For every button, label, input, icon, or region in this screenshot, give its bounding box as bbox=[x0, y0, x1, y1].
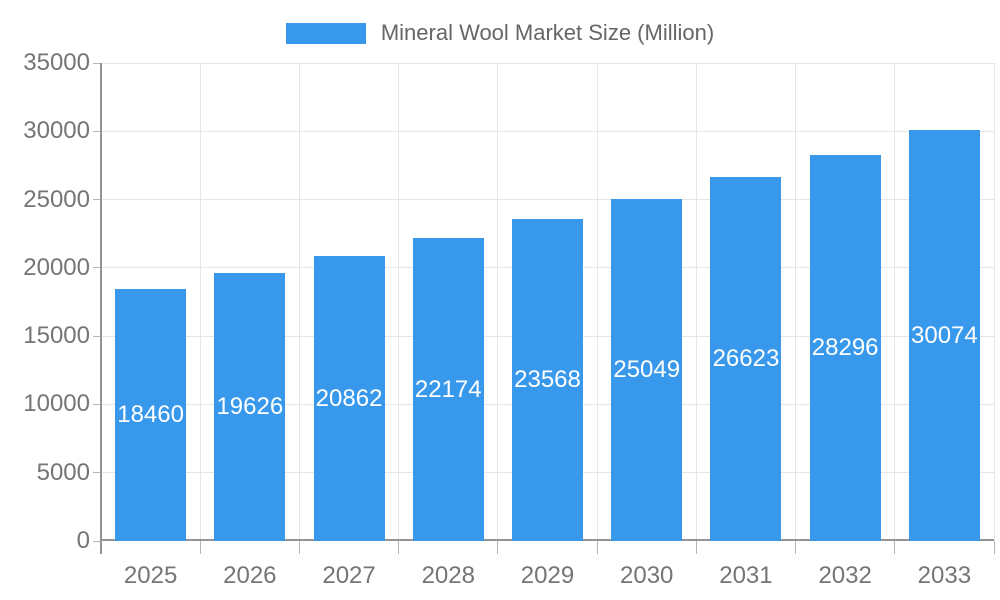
x-axis-tick bbox=[497, 541, 499, 554]
x-tick-label: 2030 bbox=[620, 562, 674, 589]
x-gridline bbox=[398, 63, 400, 541]
y-axis-line bbox=[100, 63, 102, 554]
bar: 25049 bbox=[611, 199, 683, 541]
x-gridline bbox=[298, 63, 300, 541]
y-axis-tick bbox=[93, 335, 101, 337]
y-axis-tick bbox=[93, 130, 101, 132]
x-gridline bbox=[993, 63, 995, 541]
bar: 22174 bbox=[412, 238, 484, 541]
y-tick-label: 5000 bbox=[36, 458, 90, 486]
x-gridline bbox=[894, 63, 896, 541]
x-axis-tick bbox=[398, 541, 400, 554]
x-tick-label: 2027 bbox=[322, 562, 376, 589]
y-axis-tick bbox=[93, 472, 101, 474]
y-tick-label: 30000 bbox=[23, 117, 90, 145]
y-gridline bbox=[101, 199, 994, 201]
x-tick-label: 2033 bbox=[917, 562, 972, 589]
x-tick-label: 2032 bbox=[818, 562, 872, 589]
legend-label: Mineral Wool Market Size (Million) bbox=[380, 20, 715, 45]
bar-value-label: 19626 bbox=[216, 393, 284, 420]
y-tick-label: 20000 bbox=[23, 253, 90, 281]
y-tick-label: 35000 bbox=[23, 49, 90, 76]
bar-value-label: 26623 bbox=[712, 345, 780, 372]
bar-value-label: 23568 bbox=[514, 366, 581, 393]
x-tick-label: 2029 bbox=[520, 562, 575, 589]
x-gridline bbox=[695, 63, 697, 541]
x-gridline bbox=[497, 63, 499, 541]
x-tick-label: 2028 bbox=[421, 562, 475, 589]
legend-swatch bbox=[285, 22, 366, 44]
bar-value-label: 20862 bbox=[315, 384, 383, 412]
x-gridline bbox=[596, 63, 598, 541]
y-axis-tick bbox=[93, 403, 101, 405]
x-axis-tick bbox=[894, 541, 896, 554]
bar-value-label: 25049 bbox=[613, 356, 681, 383]
x-gridline bbox=[795, 63, 797, 541]
x-gridline bbox=[199, 63, 201, 541]
x-axis-tick bbox=[596, 541, 598, 554]
x-axis-tick bbox=[993, 541, 995, 554]
y-gridline bbox=[101, 130, 994, 132]
bar: 23568 bbox=[512, 219, 583, 541]
y-gridline bbox=[101, 62, 994, 64]
bar: 20862 bbox=[313, 256, 385, 541]
x-axis-tick bbox=[199, 541, 201, 554]
bar-value-label: 28296 bbox=[811, 334, 879, 361]
x-axis-tick bbox=[695, 541, 697, 554]
bar: 19626 bbox=[214, 273, 286, 541]
bar-value-label: 30074 bbox=[911, 321, 978, 349]
x-axis-tick bbox=[298, 541, 300, 554]
y-tick-label: 0 bbox=[76, 527, 90, 554]
bar: 30074 bbox=[908, 130, 980, 541]
y-tick-label: 15000 bbox=[23, 322, 90, 350]
y-axis-tick bbox=[93, 199, 101, 201]
x-tick-label: 2025 bbox=[123, 562, 178, 589]
y-axis-tick bbox=[93, 267, 101, 269]
y-axis-tick bbox=[93, 540, 101, 542]
y-axis-tick bbox=[93, 62, 101, 64]
bar: 26623 bbox=[710, 177, 782, 541]
x-tick-label: 2026 bbox=[223, 562, 277, 589]
x-axis-tick bbox=[795, 541, 797, 554]
bar-value-label: 22174 bbox=[414, 375, 482, 403]
x-tick-label: 2031 bbox=[719, 562, 773, 589]
plot-area: 0 5000 10000 15000 20000 25000 30000 35000 18460… bbox=[23, 51, 995, 589]
y-tick-label: 10000 bbox=[23, 390, 90, 418]
bar: 18460 bbox=[115, 289, 187, 541]
bar-value-label: 18460 bbox=[117, 401, 184, 428]
chart-legend: Mineral Wool Market Size (Million) bbox=[0, 18, 1000, 48]
bar: 28296 bbox=[809, 155, 881, 541]
y-tick-label: 25000 bbox=[23, 185, 90, 213]
